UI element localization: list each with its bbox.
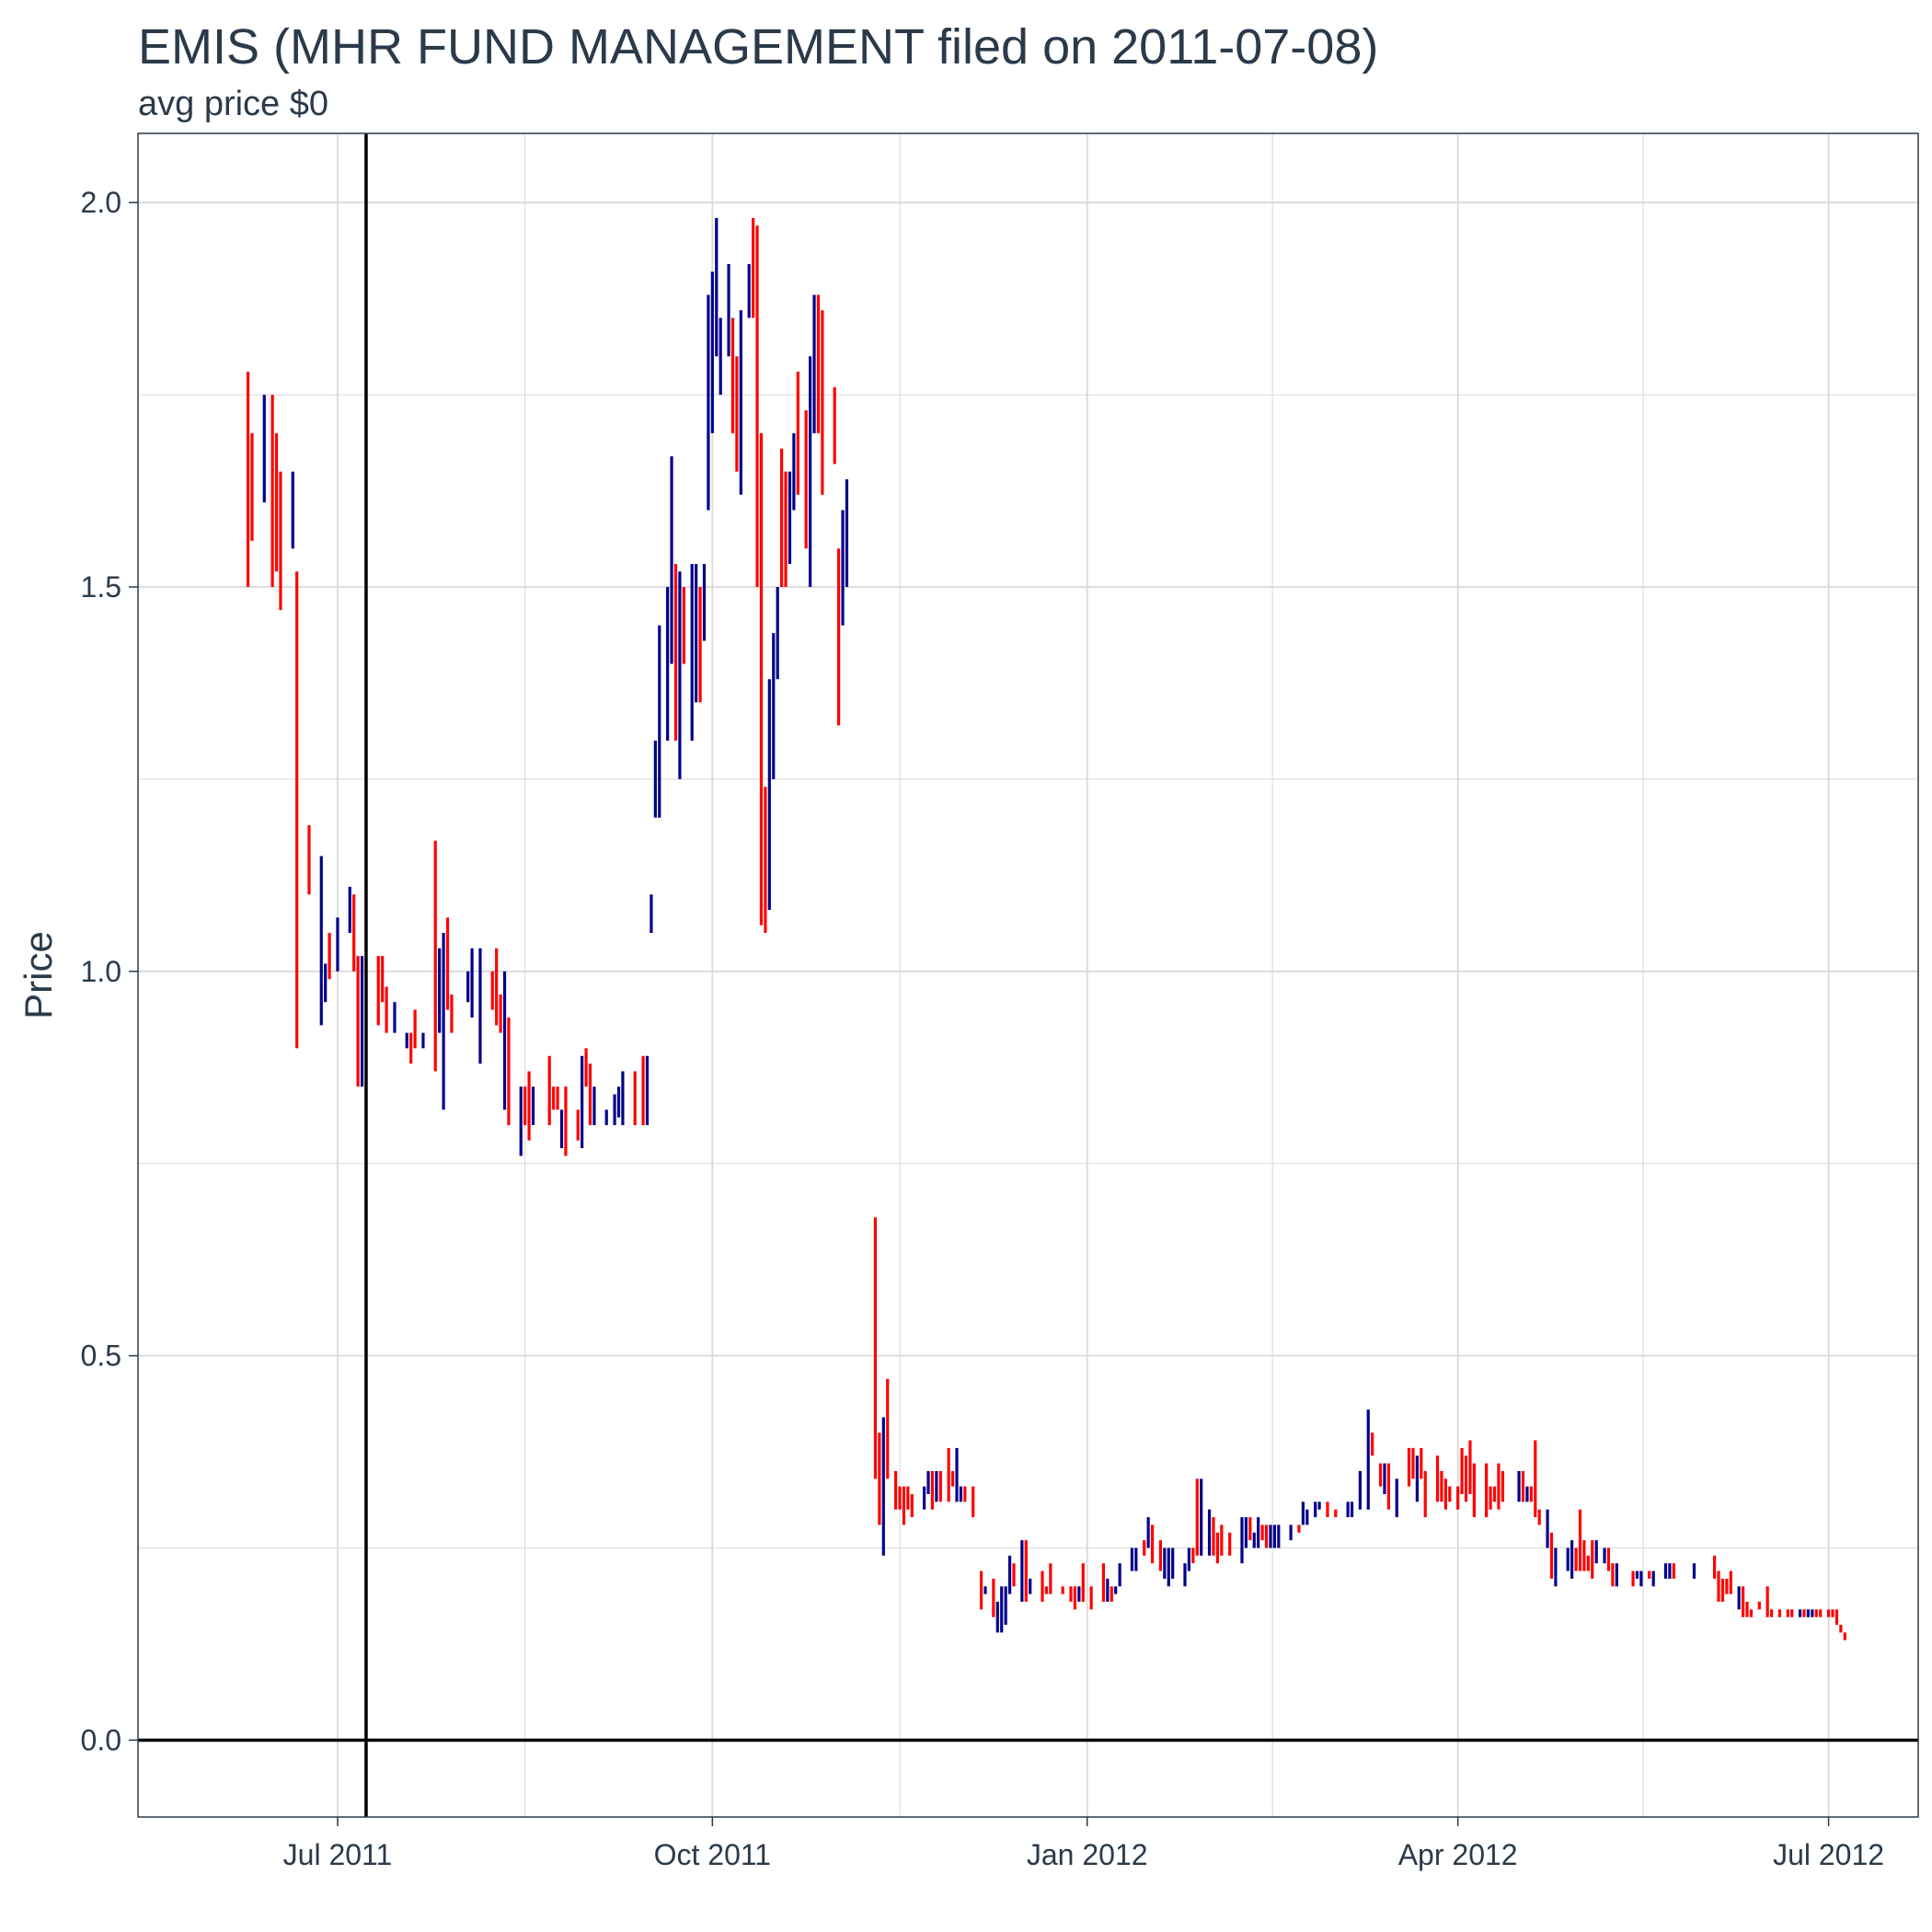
ohlc-bars [246,217,1846,1640]
y-tick-label: 0.0 [81,1723,121,1756]
y-tick-label: 0.5 [81,1340,121,1373]
chart-subtitle: avg price $0 [138,85,329,123]
y-tick-label: 2.0 [81,186,121,219]
x-axis-ticks: Jul 2011 Oct 2011 Jan 2012 Apr 2012 Jul 2012 [283,1817,1884,1871]
x-tick-label: Jul 2012 [1773,1838,1884,1871]
x-tick-label: Oct 2011 [654,1838,771,1871]
x-tick-label: Apr 2012 [1398,1838,1518,1871]
x-tick-label: Jul 2011 [283,1838,393,1871]
x-tick-label: Jan 2012 [1027,1838,1148,1871]
plot-panel-border [137,132,1919,1818]
y-tick-label: 1.5 [81,570,121,604]
y-tick-label: 1.0 [81,955,121,988]
y-axis-label: Price [17,931,60,1019]
chart-title: EMIS (MHR FUND MANAGEMENT filed on 2011-… [138,19,1379,75]
y-axis-ticks: 0.0 0.5 1.0 1.5 2.0 [81,186,138,1756]
grid-layer [138,133,1918,1817]
reference-lines [138,133,1918,1817]
